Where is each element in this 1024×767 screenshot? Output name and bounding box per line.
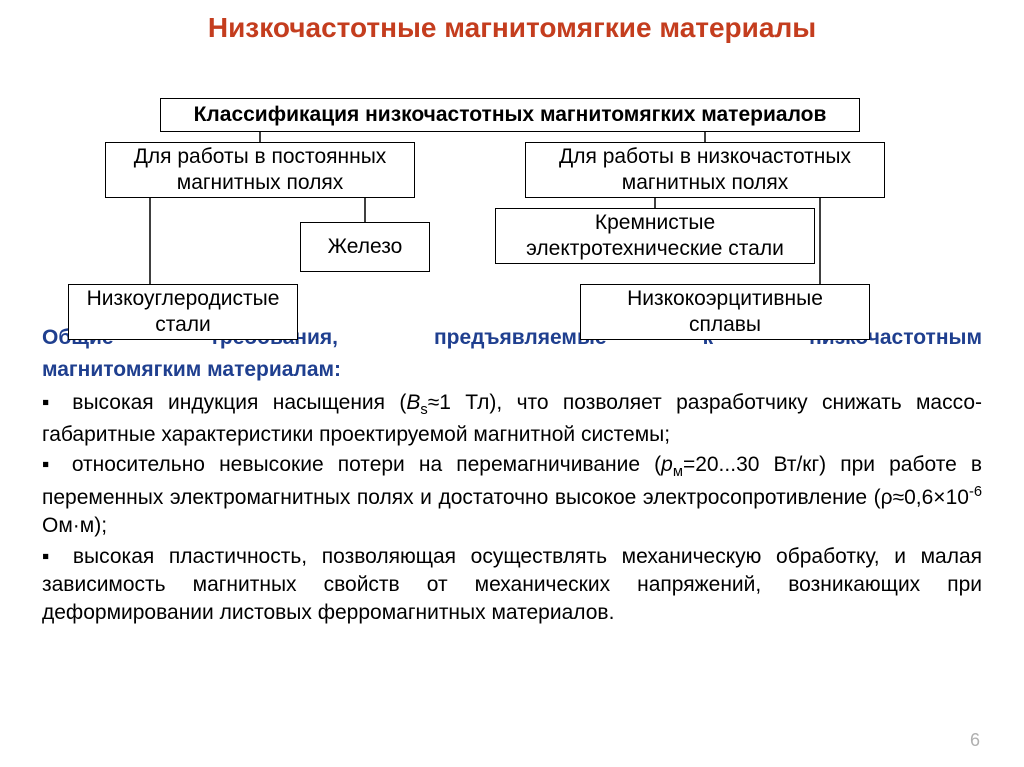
requirements-heading-line2: магнитомягким материалам: — [42, 356, 982, 384]
requirements-bullets: высокая индукция насыщения (Bs≈1 Тл), чт… — [42, 389, 982, 628]
node-right: Для работы в низкочастотных магнитных по… — [525, 142, 885, 198]
node-root: Классификация низкочастотных магнитомягк… — [160, 98, 860, 132]
page-title: Низкочастотные магнитомягкие материалы — [0, 0, 1024, 44]
node-lowc: Низкоуглеродистые стали — [68, 284, 298, 340]
requirements-section: Общие требования, предъявляемые к низкоч… — [0, 324, 1024, 628]
node-steels: Кремнистые электротехнические стали — [495, 208, 815, 264]
page-number: 6 — [970, 730, 980, 751]
bullet-1: относительно невысокие потери на перемаг… — [42, 451, 982, 541]
bullet-0: высокая индукция насыщения (Bs≈1 Тл), чт… — [42, 389, 982, 449]
node-iron: Железо — [300, 222, 430, 272]
bullet-2: высокая пластичность, позволяющая осущес… — [42, 543, 982, 628]
classification-diagram: Классификация низкочастотных магнитомягк… — [0, 44, 1024, 324]
node-left: Для работы в постоянных магнитных полях — [105, 142, 415, 198]
node-alloys: Низкокоэрцитивные сплавы — [580, 284, 870, 340]
